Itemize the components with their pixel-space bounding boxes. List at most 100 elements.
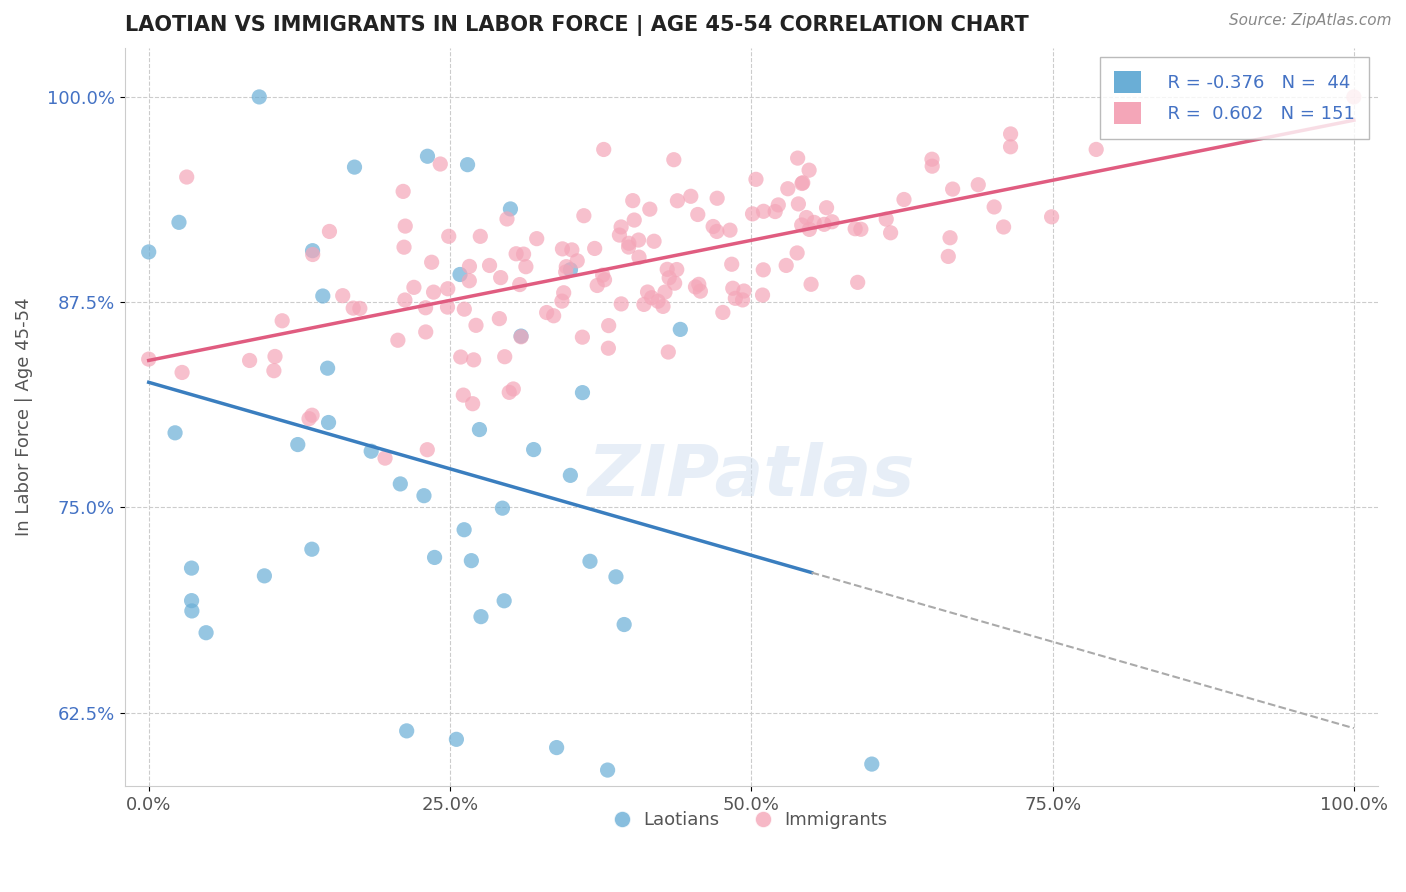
Laotians	[195, 625, 218, 640]
Immigrants	[751, 288, 773, 302]
Laotians	[510, 329, 533, 343]
Laotians	[318, 416, 340, 430]
Immigrants	[815, 201, 838, 215]
Immigrants	[706, 191, 728, 205]
Immigrants	[271, 314, 294, 328]
Immigrants	[617, 236, 640, 251]
Immigrants	[551, 294, 574, 309]
Immigrants	[939, 231, 962, 245]
Immigrants	[627, 250, 650, 264]
Immigrants	[643, 234, 665, 248]
Immigrants	[458, 274, 481, 288]
Immigrants	[571, 330, 593, 344]
Immigrants	[654, 285, 676, 299]
Immigrants	[768, 198, 790, 212]
Laotians	[669, 322, 692, 336]
Laotians	[560, 468, 582, 483]
Immigrants	[647, 294, 669, 309]
Immigrants	[921, 153, 943, 167]
Immigrants	[689, 284, 711, 298]
Immigrants	[554, 265, 576, 279]
Immigrants	[711, 305, 734, 319]
Immigrants	[688, 277, 710, 292]
Immigrants	[776, 182, 799, 196]
Laotians	[596, 763, 619, 777]
Laotians	[413, 489, 436, 503]
Immigrants	[415, 325, 437, 339]
Immigrants	[458, 260, 481, 274]
Immigrants	[786, 246, 808, 260]
Laotians	[460, 554, 482, 568]
Laotians	[860, 757, 883, 772]
Immigrants	[551, 242, 574, 256]
Immigrants	[893, 193, 915, 207]
Immigrants	[610, 297, 633, 311]
Laotians	[571, 385, 593, 400]
Immigrants	[263, 364, 285, 378]
Legend: Laotians, Immigrants: Laotians, Immigrants	[607, 804, 896, 837]
Immigrants	[494, 350, 516, 364]
Immigrants	[509, 277, 531, 292]
Immigrants	[638, 202, 661, 217]
Immigrants	[453, 302, 475, 317]
Immigrants	[436, 300, 458, 314]
Immigrants	[664, 276, 686, 290]
Immigrants	[387, 333, 409, 347]
Immigrants	[1000, 140, 1022, 154]
Immigrants	[617, 240, 640, 254]
Laotians	[449, 268, 471, 282]
Immigrants	[721, 281, 744, 295]
Immigrants	[790, 177, 813, 191]
Immigrants	[752, 204, 775, 219]
Laotians	[457, 158, 479, 172]
Immigrants	[555, 260, 578, 274]
Immigrants	[463, 352, 485, 367]
Laotians	[453, 523, 475, 537]
Immigrants	[489, 270, 512, 285]
Immigrants	[392, 185, 415, 199]
Laotians	[494, 594, 516, 608]
Immigrants	[657, 345, 679, 359]
Immigrants	[598, 341, 620, 355]
Immigrants	[450, 350, 472, 364]
Laotians	[546, 740, 568, 755]
Immigrants	[633, 297, 655, 311]
Immigrants	[724, 291, 747, 305]
Immigrants	[592, 268, 614, 282]
Immigrants	[416, 442, 439, 457]
Laotians	[395, 723, 418, 738]
Immigrants	[733, 284, 755, 298]
Laotians	[138, 244, 160, 259]
Immigrants	[792, 176, 814, 190]
Immigrants	[415, 301, 437, 315]
Laotians	[316, 361, 339, 376]
Laotians	[301, 542, 323, 557]
Immigrants	[967, 178, 990, 192]
Immigrants	[1085, 143, 1108, 157]
Immigrants	[720, 257, 742, 271]
Immigrants	[813, 217, 835, 231]
Immigrants	[526, 232, 548, 246]
Immigrants	[627, 233, 650, 247]
Immigrants	[731, 293, 754, 307]
Immigrants	[844, 221, 866, 235]
Text: ZIPatlas: ZIPatlas	[588, 442, 915, 511]
Immigrants	[298, 411, 321, 425]
Text: LAOTIAN VS IMMIGRANTS IN LABOR FORCE | AGE 45-54 CORRELATION CHART: LAOTIAN VS IMMIGRANTS IN LABOR FORCE | A…	[125, 15, 1028, 36]
Immigrants	[790, 218, 813, 232]
Laotians	[446, 732, 468, 747]
Laotians	[247, 90, 270, 104]
Immigrants	[394, 219, 416, 233]
Immigrants	[392, 240, 415, 254]
Immigrants	[797, 163, 820, 178]
Immigrants	[846, 276, 869, 290]
Immigrants	[796, 211, 818, 225]
Immigrants	[465, 318, 488, 333]
Immigrants	[702, 219, 724, 234]
Laotians	[165, 425, 187, 440]
Laotians	[560, 262, 582, 277]
Immigrants	[787, 197, 810, 211]
Immigrants	[803, 215, 825, 229]
Immigrants	[301, 408, 323, 422]
Immigrants	[593, 273, 616, 287]
